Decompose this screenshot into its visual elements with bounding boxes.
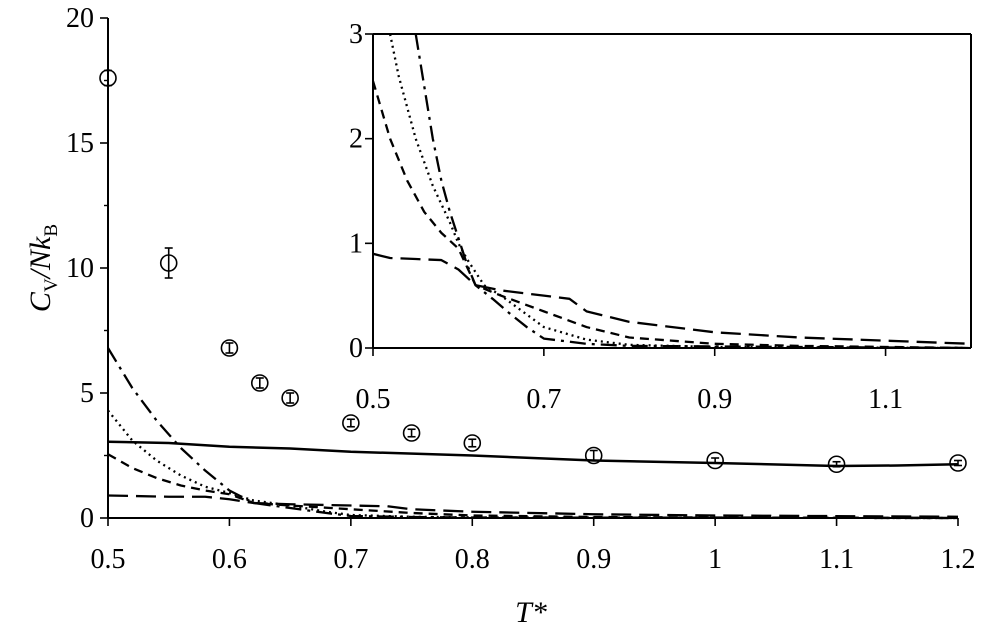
main-y-tick-label-2: 10: [66, 253, 94, 284]
inset-background: [373, 34, 971, 348]
main-marker-2: [220, 339, 239, 357]
main-marker-7: [463, 434, 482, 452]
main-marker-3: [250, 374, 269, 392]
x-axis-title: T*: [515, 596, 547, 629]
y-axis-title-k: k: [24, 236, 57, 250]
inset-y-tick-label-1: 1: [349, 228, 363, 259]
inset-axes: 0.5 0.7 0.9 1.1 0 1 2 3: [349, 19, 972, 415]
main-marker-11: [949, 454, 967, 472]
main-marker-1: [159, 247, 178, 279]
inset-x-tick-label-3: 1.1: [868, 384, 903, 415]
main-marker-9: [706, 451, 724, 470]
main-marker-circle-8: [584, 446, 603, 465]
main-x-tick-label-7: 1.2: [941, 544, 976, 575]
main-marker-10: [827, 455, 846, 474]
inset-series-short-dash-line: [373, 80, 971, 348]
y-axis-title-sub-b: B: [41, 224, 62, 237]
main-x-tick-label-4: 0.9: [576, 544, 611, 575]
main-marker-circle-5: [342, 414, 360, 432]
inset-y-tick-label-2: 2: [349, 124, 363, 155]
main-marker-circle-10: [827, 455, 846, 474]
main-x-tick-label-2: 0.7: [333, 544, 368, 575]
inset-series-long-dash-line: [373, 252, 971, 345]
main-series-dash-dot-line: [107, 347, 959, 520]
main-series-dotted-line: [107, 409, 959, 520]
main-marker-6: [402, 424, 421, 442]
main-series-solid-line: [107, 440, 959, 468]
main-marker-circle-6: [402, 424, 421, 442]
y-axis-title-c: C: [24, 291, 57, 312]
inset-y-tick-label-0: 0: [349, 333, 363, 364]
main-marker-circle-3: [250, 374, 269, 392]
y-axis-title-sub-v: V: [41, 278, 62, 292]
main-marker-circle-9: [706, 451, 724, 470]
inset-series-layer: [373, 34, 971, 348]
main-x-tick-label-6: 1.1: [819, 544, 854, 575]
inset-x-tick-label-2: 0.9: [697, 384, 732, 415]
inset-plot: 0.5 0.7 0.9 1.1 0 1 2 3: [349, 19, 972, 415]
main-x-tick-label-1: 0.6: [212, 544, 247, 575]
main-x-tick-label-0: 0.5: [91, 544, 126, 575]
main-marker-4: [281, 389, 299, 407]
main-y-tick-label-3: 15: [66, 128, 94, 159]
main-marker-circle-7: [463, 434, 482, 452]
main-marker-circle-11: [949, 454, 967, 472]
inset-y-tick-label-3: 3: [349, 19, 363, 50]
y-axis-title-mid: /N: [24, 248, 57, 280]
inset-x-tick-label-0: 0.5: [356, 384, 391, 415]
main-marker-5: [342, 414, 360, 432]
main-y-tick-label-0: 0: [80, 503, 94, 534]
inset-x-tick-label-1: 0.7: [526, 384, 561, 415]
main-series-short-dash-line: [107, 453, 959, 520]
main-marker-circle-4: [281, 389, 299, 407]
main-series-long-dash-line: [107, 494, 959, 518]
main-marker-circle-2: [220, 339, 239, 357]
main-x-tick-label-3: 0.8: [455, 544, 490, 575]
main-x-tick-label-5: 1: [708, 544, 722, 575]
main-y-tick-label-4: 20: [66, 3, 94, 34]
main-y-tick-label-1: 5: [80, 378, 94, 409]
y-axis-title: CV/NkB: [24, 224, 62, 312]
